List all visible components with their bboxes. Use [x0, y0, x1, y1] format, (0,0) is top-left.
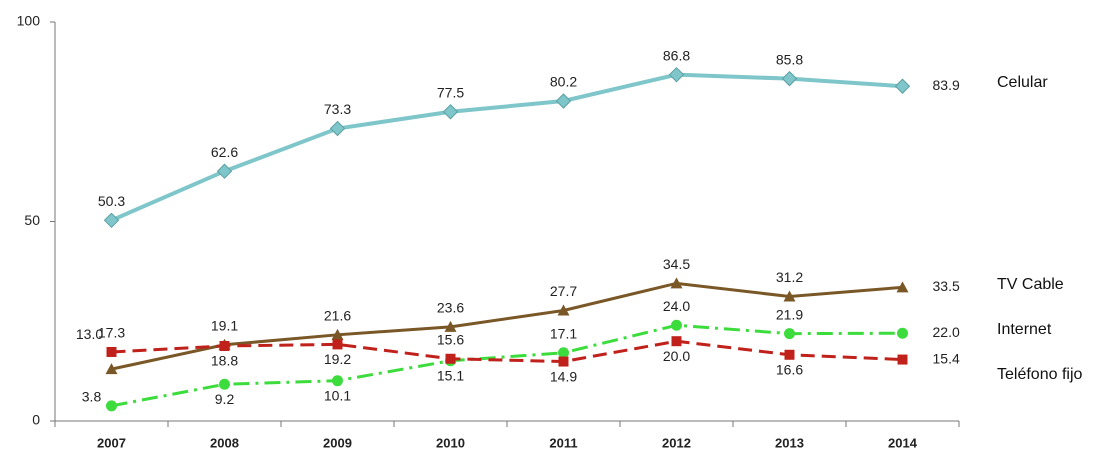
series-line [110, 72, 903, 223]
series-line [111, 339, 903, 364]
x-tick-label: 2010 [436, 435, 465, 450]
value-label: 14.9 [550, 368, 577, 384]
point-marker [783, 290, 796, 302]
legend-label: Internet [997, 321, 1052, 338]
y-tick-label: 100 [17, 13, 41, 29]
value-label: 16.6 [776, 361, 803, 377]
point-marker [103, 212, 120, 229]
value-label: 21.6 [324, 308, 351, 324]
point-marker [557, 304, 570, 316]
point-marker [668, 66, 685, 83]
value-label: 10.1 [324, 387, 351, 403]
point-marker [784, 349, 795, 360]
value-label: 9.2 [215, 391, 235, 407]
value-label: 17.1 [550, 325, 577, 341]
value-label: 15.6 [437, 331, 464, 347]
x-tick-label: 2014 [888, 435, 918, 450]
point-marker [445, 353, 456, 364]
value-label: 20.0 [663, 348, 690, 364]
point-marker [784, 328, 795, 340]
point-marker [331, 328, 344, 340]
legend-label: Celular [997, 74, 1048, 91]
value-label: 15.4 [933, 350, 960, 366]
point-marker [216, 163, 233, 179]
point-marker [897, 354, 908, 365]
point-marker [671, 336, 682, 347]
x-tick-label: 2013 [775, 435, 804, 450]
series-line [111, 323, 903, 408]
series-line [111, 281, 903, 371]
value-label: 17.3 [98, 325, 125, 341]
value-label: 62.6 [211, 144, 238, 160]
value-label: 77.5 [437, 84, 464, 100]
point-marker [781, 70, 798, 87]
value-label: 73.3 [324, 101, 351, 117]
point-marker [894, 78, 911, 94]
x-tick-label: 2007 [97, 435, 126, 450]
value-label: 33.5 [933, 278, 960, 294]
point-marker [219, 340, 230, 351]
point-marker [329, 120, 346, 137]
value-label: 86.8 [663, 47, 690, 63]
value-label: 27.7 [550, 283, 577, 299]
value-label: 22.0 [933, 324, 960, 340]
x-tick-label: 2009 [323, 435, 352, 450]
value-label: 19.2 [324, 351, 351, 367]
point-marker [105, 363, 118, 375]
value-label: 50.3 [98, 193, 125, 209]
value-label: 83.9 [933, 77, 960, 93]
legend-label: Teléfono fijo [997, 366, 1082, 383]
value-label: 21.9 [776, 306, 803, 322]
value-label: 24.0 [663, 298, 690, 314]
point-marker [444, 320, 457, 332]
point-marker [219, 378, 230, 390]
point-marker [558, 356, 569, 367]
x-tick-label: 2008 [210, 435, 239, 450]
value-label: 23.6 [437, 300, 464, 316]
point-marker [670, 277, 683, 289]
point-marker [897, 327, 908, 339]
value-label: 3.8 [82, 389, 102, 405]
value-label: 13.0 [76, 326, 103, 342]
x-tick-label: 2012 [662, 435, 691, 450]
point-marker [555, 93, 572, 109]
legend-label: TV Cable [997, 276, 1064, 293]
value-label: 34.5 [663, 256, 690, 272]
point-marker [332, 375, 343, 387]
y-tick-label: 50 [24, 212, 40, 228]
value-label: 15.1 [437, 367, 464, 383]
value-label: 80.2 [550, 74, 577, 90]
point-marker [558, 347, 569, 359]
point-marker [442, 104, 459, 120]
point-marker [106, 346, 117, 357]
value-label: 18.8 [211, 353, 238, 369]
value-label: 31.2 [776, 269, 803, 285]
value-label: 85.8 [776, 51, 803, 67]
value-label: 19.1 [211, 317, 238, 333]
point-marker [671, 319, 682, 331]
point-marker [896, 281, 909, 293]
y-tick-label: 0 [32, 412, 40, 428]
point-marker [106, 400, 117, 412]
point-marker [332, 339, 343, 350]
x-tick-label: 2011 [549, 435, 577, 450]
